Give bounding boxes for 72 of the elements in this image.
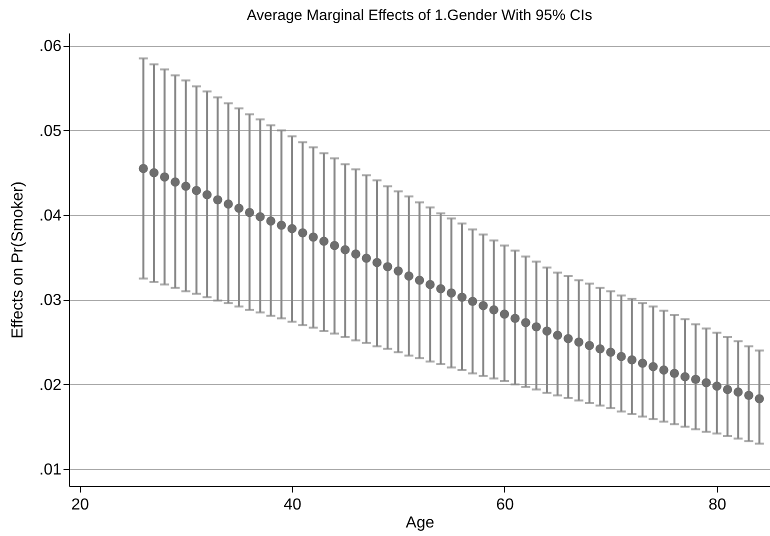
point	[213, 195, 222, 204]
y-tick-label: .05	[39, 122, 62, 140]
point	[202, 190, 212, 200]
point	[574, 337, 584, 347]
point	[244, 208, 254, 218]
x-tick-label: 20	[71, 496, 90, 514]
point	[457, 292, 467, 302]
point	[595, 344, 605, 354]
point	[564, 334, 573, 344]
point	[256, 212, 265, 222]
x-tick-label: 80	[708, 496, 726, 514]
point	[638, 358, 648, 368]
chart-title: Average Marginal Effects of 1.Gender With 95% CIs	[246, 7, 592, 24]
point	[224, 199, 233, 209]
point	[340, 245, 350, 254]
point	[266, 216, 276, 226]
point	[500, 310, 510, 319]
point	[372, 258, 382, 268]
point	[648, 362, 658, 372]
point	[298, 228, 308, 238]
point	[276, 220, 286, 230]
point	[659, 365, 668, 375]
point	[552, 330, 562, 340]
point	[414, 276, 424, 285]
point	[394, 266, 403, 276]
point	[670, 368, 680, 378]
point	[478, 301, 488, 310]
point	[584, 340, 594, 350]
point	[712, 381, 722, 391]
point	[510, 314, 520, 323]
point	[149, 168, 159, 178]
point	[404, 271, 414, 281]
point	[542, 326, 552, 336]
point	[234, 204, 244, 213]
x-axis-title: Age	[406, 514, 434, 532]
point	[160, 172, 170, 182]
point	[691, 374, 700, 384]
point	[362, 254, 372, 263]
y-tick-label: .01	[39, 462, 62, 479]
y-tick-label: .04	[39, 208, 62, 225]
point	[287, 224, 297, 234]
point	[468, 296, 478, 306]
point	[680, 372, 690, 382]
point	[319, 236, 329, 246]
point	[170, 177, 180, 187]
point	[426, 280, 435, 290]
point	[489, 305, 498, 314]
point	[446, 288, 456, 298]
point	[616, 352, 626, 362]
point	[744, 390, 754, 400]
point	[308, 232, 318, 242]
x-tick-label: 40	[284, 496, 302, 514]
y-axis-title: Effects on Pr(Smoker)	[9, 181, 26, 339]
point	[330, 240, 340, 250]
point	[754, 394, 764, 404]
point	[702, 378, 711, 388]
y-tick-label: .03	[39, 292, 62, 310]
point	[521, 318, 530, 328]
point	[383, 262, 392, 272]
point	[192, 186, 202, 196]
point	[138, 164, 148, 174]
point	[351, 249, 360, 259]
point	[606, 348, 616, 357]
point	[436, 284, 446, 294]
point	[734, 387, 743, 397]
point	[627, 355, 637, 364]
x-tick-label: 60	[496, 496, 514, 514]
point	[532, 322, 541, 332]
y-tick-label: .02	[39, 376, 62, 394]
point	[181, 182, 190, 191]
point	[722, 384, 732, 394]
y-tick-label: .06	[39, 38, 62, 56]
